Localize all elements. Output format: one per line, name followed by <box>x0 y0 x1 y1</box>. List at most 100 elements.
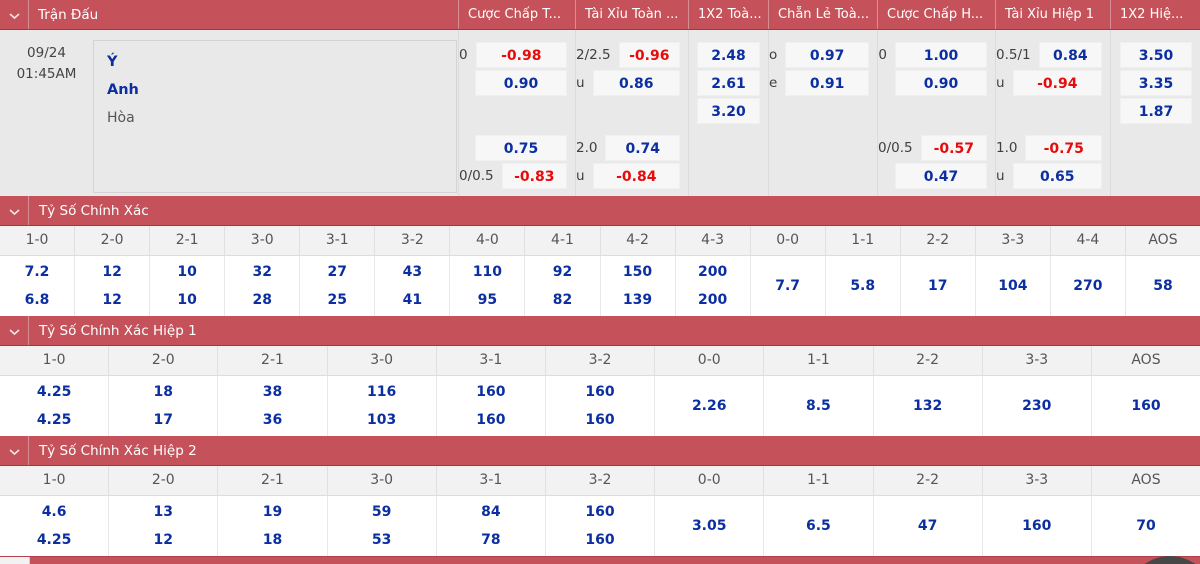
score-odds-cell[interactable]: 4.25 4.25 <box>0 376 110 436</box>
odds-value-button[interactable]: 1.00 <box>895 42 987 68</box>
odds-value-button[interactable]: 0.97 <box>785 42 869 68</box>
odds-value-button[interactable]: 0.84 <box>1038 42 1102 68</box>
score-odds-cell[interactable]: 110 95 <box>450 256 526 316</box>
score-odds-value[interactable]: 270 <box>1073 278 1103 294</box>
score-odds-value[interactable]: 58 <box>1153 278 1173 294</box>
score-odds-value[interactable]: 82 <box>552 292 573 308</box>
odds-value-button[interactable]: -0.83 <box>501 163 567 189</box>
score-odds-value[interactable]: 25 <box>327 292 348 308</box>
score-odds-value[interactable]: 6.5 <box>806 518 831 534</box>
odds-value-button[interactable]: 0.74 <box>605 135 680 161</box>
score-odds-value[interactable]: 160 <box>585 384 615 400</box>
score-odds-value[interactable]: 41 <box>402 292 423 308</box>
section-header[interactable]: Tỷ Số Chính Xác Hiệp 1 <box>0 316 1200 346</box>
score-odds-value[interactable]: 4.6 <box>41 504 67 520</box>
score-odds-cell[interactable]: 32 28 <box>225 256 301 316</box>
score-odds-value[interactable]: 38 <box>262 384 283 400</box>
score-odds-value[interactable]: 5.8 <box>850 278 876 294</box>
score-odds-value[interactable]: 116 <box>367 384 397 400</box>
score-odds-value[interactable]: 19 <box>262 504 283 520</box>
score-odds-value[interactable]: 7.2 <box>24 264 50 280</box>
score-odds-value[interactable]: 160 <box>1022 518 1052 534</box>
score-odds-value[interactable]: 12 <box>153 532 174 548</box>
score-odds-cell[interactable]: 10 10 <box>150 256 226 316</box>
score-odds-cell[interactable]: 160 <box>983 496 1092 556</box>
score-odds-value[interactable]: 160 <box>585 532 615 548</box>
team-away[interactable]: Anh <box>107 82 139 98</box>
odds-value-button[interactable]: 0.47 <box>895 163 987 189</box>
score-odds-value[interactable]: 47 <box>917 518 938 534</box>
score-odds-value[interactable]: 36 <box>262 412 283 428</box>
collapse-match-table-button[interactable] <box>0 0 29 29</box>
score-odds-value[interactable]: 10 <box>177 292 197 308</box>
odds-value-button[interactable]: -0.94 <box>1012 70 1102 96</box>
score-odds-cell[interactable]: 47 <box>874 496 983 556</box>
score-odds-value[interactable]: 17 <box>153 412 174 428</box>
score-odds-value[interactable]: 17 <box>928 278 948 294</box>
collapse-section-button[interactable] <box>0 436 29 465</box>
score-odds-cell[interactable]: 19 18 <box>218 496 328 556</box>
odds-value-button[interactable]: -0.84 <box>592 163 680 189</box>
score-odds-value[interactable]: 8.5 <box>806 398 831 414</box>
collapse-section-button[interactable] <box>0 196 29 225</box>
score-odds-value[interactable]: 200 <box>697 264 728 280</box>
odds-value-button[interactable]: 3.50 <box>1120 42 1192 68</box>
score-odds-value[interactable]: 4.25 <box>36 532 72 548</box>
score-odds-value[interactable]: 3.05 <box>691 518 727 534</box>
score-odds-value[interactable]: 2.26 <box>691 398 727 414</box>
score-odds-cell[interactable]: 7.7 <box>751 256 826 316</box>
odds-value-button[interactable]: -0.75 <box>1025 135 1102 161</box>
score-odds-cell[interactable]: 230 <box>983 376 1092 436</box>
odds-value-button[interactable]: 0.65 <box>1012 163 1102 189</box>
score-odds-cell[interactable]: 200 200 <box>676 256 751 316</box>
odds-value-button[interactable]: 0.75 <box>475 135 567 161</box>
score-odds-value[interactable]: 59 <box>371 504 392 520</box>
score-odds-cell[interactable]: 43 41 <box>375 256 451 316</box>
score-odds-value[interactable]: 160 <box>476 384 506 400</box>
score-odds-value[interactable]: 53 <box>371 532 392 548</box>
next-section-header-partial[interactable] <box>0 556 1200 564</box>
score-odds-cell[interactable]: 270 <box>1051 256 1126 316</box>
score-odds-value[interactable]: 28 <box>252 292 272 308</box>
score-odds-value[interactable]: 18 <box>262 532 283 548</box>
score-odds-value[interactable]: 18 <box>153 384 174 400</box>
odds-value-button[interactable]: 0.86 <box>592 70 680 96</box>
score-odds-value[interactable]: 78 <box>481 532 501 548</box>
score-odds-value[interactable]: 43 <box>402 264 423 280</box>
score-odds-value[interactable]: 103 <box>367 412 397 428</box>
score-odds-cell[interactable]: 38 36 <box>218 376 328 436</box>
score-odds-cell[interactable]: 132 <box>874 376 983 436</box>
score-odds-value[interactable]: 92 <box>552 264 573 280</box>
score-odds-value[interactable]: 110 <box>472 264 503 280</box>
score-odds-value[interactable]: 104 <box>998 278 1028 294</box>
score-odds-value[interactable]: 4.25 <box>36 412 72 428</box>
score-odds-cell[interactable]: 116 103 <box>328 376 437 436</box>
score-odds-cell[interactable]: 3.05 <box>655 496 765 556</box>
score-odds-cell[interactable]: 2.26 <box>655 376 765 436</box>
score-odds-value[interactable]: 12 <box>102 292 122 308</box>
score-odds-cell[interactable]: 160 160 <box>546 376 656 436</box>
score-odds-cell[interactable]: 58 <box>1126 256 1200 316</box>
score-odds-cell[interactable]: 12 12 <box>75 256 151 316</box>
odds-value-button[interactable]: 0.90 <box>475 70 567 96</box>
score-odds-cell[interactable]: 59 53 <box>328 496 437 556</box>
score-odds-value[interactable]: 70 <box>1136 518 1156 534</box>
score-odds-value[interactable]: 13 <box>153 504 174 520</box>
score-odds-value[interactable]: 160 <box>476 412 506 428</box>
score-odds-value[interactable]: 150 <box>622 264 653 280</box>
score-odds-value[interactable]: 27 <box>327 264 348 280</box>
score-odds-cell[interactable]: 13 12 <box>109 496 219 556</box>
score-odds-value[interactable]: 132 <box>912 398 943 414</box>
score-odds-value[interactable]: 32 <box>252 264 272 280</box>
score-odds-cell[interactable]: 70 <box>1092 496 1200 556</box>
score-odds-cell[interactable]: 6.5 <box>764 496 874 556</box>
score-odds-value[interactable]: 139 <box>622 292 653 308</box>
odds-value-button[interactable]: -0.96 <box>618 42 680 68</box>
score-odds-value[interactable]: 4.25 <box>36 384 72 400</box>
collapse-section-button[interactable] <box>0 316 29 345</box>
score-odds-value[interactable]: 160 <box>585 504 615 520</box>
score-odds-cell[interactable]: 27 25 <box>300 256 376 316</box>
score-odds-value[interactable]: 12 <box>102 264 122 280</box>
score-odds-value[interactable]: 160 <box>1131 398 1161 414</box>
score-odds-cell[interactable]: 150 139 <box>601 256 676 316</box>
